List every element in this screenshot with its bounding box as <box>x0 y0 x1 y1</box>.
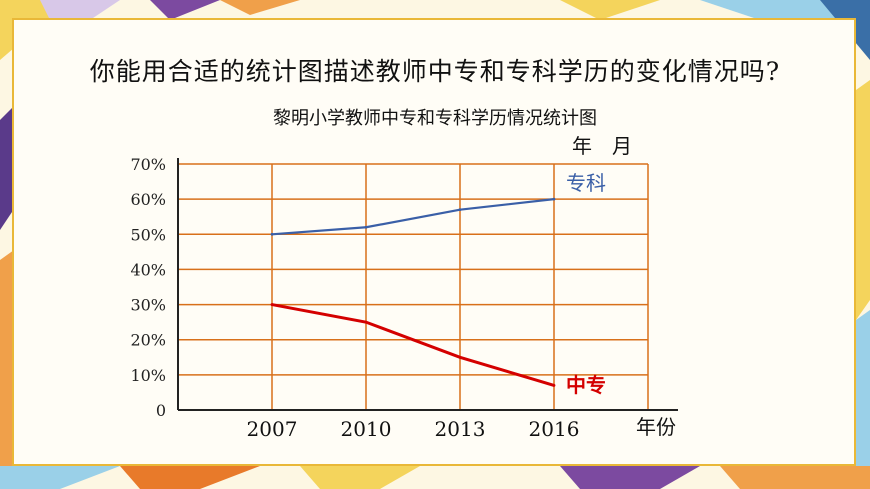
series-label-2: 中专 <box>566 373 606 397</box>
data-point <box>364 320 368 324</box>
chart-title: 黎明小学教师中专和专科学历情况统计图 <box>273 108 597 129</box>
content-panel <box>12 18 856 466</box>
data-point <box>458 355 462 359</box>
data-point <box>270 303 274 306</box>
data-point <box>552 197 556 201</box>
data-point <box>458 208 462 212</box>
x-tick-label: 2013 <box>435 417 486 441</box>
y-tick-label: 20% <box>130 331 166 350</box>
x-tick-label: 2010 <box>341 417 392 441</box>
series-line-1 <box>271 198 555 236</box>
data-point <box>270 232 274 236</box>
data-point <box>364 225 368 229</box>
y-tick-label: 70% <box>130 155 166 174</box>
y-tick-label: 40% <box>130 260 166 279</box>
x-tick-label: 2007 <box>247 417 298 441</box>
x-tick-label: 2016 <box>529 417 580 441</box>
y-tick-label: 30% <box>130 296 166 315</box>
y-tick-label: 60% <box>130 190 166 209</box>
y-tick-label: 10% <box>130 366 166 385</box>
unit-label: 年 月 <box>572 134 632 158</box>
series-label-1: 专科 <box>566 171 606 195</box>
data-point <box>552 384 556 387</box>
x-axis-label: 年份 <box>636 415 676 439</box>
question-text: 你能用合适的统计图描述教师中专和专科学历的变化情况吗? <box>89 57 781 86</box>
y-tick-label: 50% <box>130 225 166 244</box>
series-line-2 <box>271 303 555 387</box>
y-tick-label: 0 <box>156 401 166 420</box>
